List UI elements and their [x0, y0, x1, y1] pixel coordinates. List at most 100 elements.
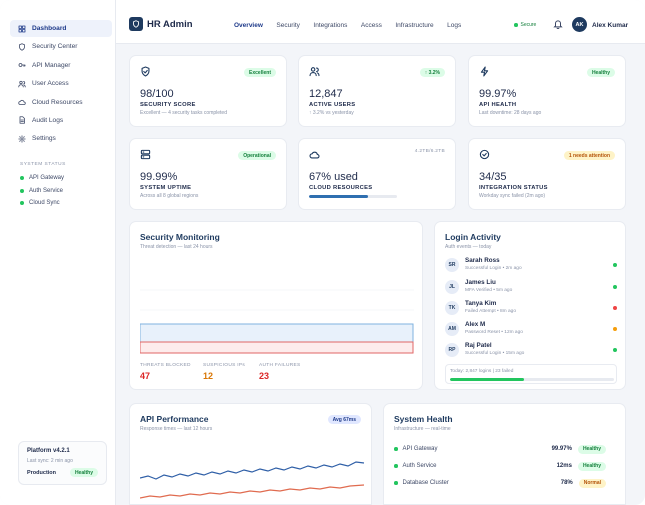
panel-subtitle: Response times — last 12 hours	[140, 426, 213, 432]
target-icon	[479, 149, 493, 163]
sidebar-item-api-manager[interactable]: API Manager	[10, 57, 112, 74]
sidebar-item-label: Audit Logs	[32, 116, 64, 124]
login-row[interactable]: JL James Liu MFA Verified • 5m ago	[445, 278, 617, 298]
system-health-panel: System Health Infrastructure — real-time…	[383, 403, 626, 505]
tab-access[interactable]: Access	[360, 22, 382, 29]
user-name[interactable]: Alex Kumar	[592, 22, 629, 29]
sidebar-item-security-center[interactable]: Security Center	[10, 38, 112, 55]
bolt-icon	[479, 66, 493, 80]
panel-title: Security Monitoring	[140, 232, 220, 242]
sidebar-item-label: Settings	[32, 135, 56, 143]
mini-stat-value: 12	[203, 371, 214, 381]
stat-value: 98/100	[140, 88, 174, 100]
login-activity-panel: Login Activity Auth events — today SR Sa…	[434, 221, 626, 390]
tab-integrations[interactable]: Integrations	[313, 22, 348, 29]
sidebar-item-dashboard[interactable]: Dashboard	[10, 20, 112, 37]
status-badge: Normal	[578, 478, 606, 488]
app-title: HR Admin	[147, 19, 193, 30]
login-event: Successful Login • 2m ago	[465, 266, 522, 271]
status-item-cloud-sync: Cloud Sync	[20, 197, 64, 209]
stat-value: 67% used	[309, 171, 358, 183]
secure-status: Secure	[514, 22, 536, 28]
avatar: RP	[445, 343, 459, 357]
stat-label: SYSTEM UPTIME	[140, 185, 192, 191]
platform-status-badge: Healthy	[69, 468, 98, 477]
api-performance-panel: API Performance Response times — last 12…	[129, 403, 372, 505]
stat-card-security-score[interactable]: Excellent 98/100 SECURITY SCORE Excellen…	[129, 55, 287, 127]
status-badge: Healthy	[577, 461, 606, 471]
panel-title: Login Activity	[445, 232, 501, 242]
status-dot-icon	[613, 327, 617, 331]
summary-text: Today: 2,847 logins | 23 failed	[450, 369, 514, 374]
platform-env: Production	[27, 469, 57, 476]
status-item-api-gateway: API Gateway	[20, 172, 64, 184]
sidebar: Dashboard Security Center API Manager Us…	[0, 0, 116, 505]
stat-label: ACTIVE USERS	[309, 102, 356, 108]
avatar: SR	[445, 258, 459, 272]
tab-overview[interactable]: Overview	[234, 22, 263, 29]
mini-stat-label: AUTH FAILURES	[259, 363, 301, 368]
users-icon	[309, 66, 323, 80]
health-value: 12ms	[556, 463, 572, 469]
avatar: JL	[445, 280, 459, 294]
stat-card-integration-status[interactable]: 1 needs attention 34/35 INTEGRATION STAT…	[468, 138, 626, 210]
stat-sub: ↑ 3.2% vs yesterday	[309, 110, 354, 116]
attention-badge: 1 needs attention	[563, 151, 615, 160]
status-dot-icon	[514, 23, 518, 27]
tab-security[interactable]: Security	[276, 22, 300, 29]
login-row[interactable]: RP Raj Patel Successful Login • 15m ago	[445, 341, 617, 361]
avatar[interactable]: AK	[572, 17, 587, 32]
response-time-chart[interactable]	[140, 454, 365, 504]
stat-value: 99.97%	[479, 88, 517, 100]
suspicious-ips: SUSPICIOUS IPs 12	[203, 363, 245, 381]
sidebar-item-audit-logs[interactable]: Audit Logs	[10, 112, 112, 129]
status-dot-icon	[613, 306, 617, 310]
bell-icon	[553, 20, 563, 30]
login-user: Sarah Ross	[465, 257, 500, 264]
stat-sub: Workday sync failed (2m ago)	[479, 193, 546, 199]
status-badge: Healthy	[577, 444, 606, 454]
login-row[interactable]: TK Tanya Kim Failed Attempt • 8m ago	[445, 299, 617, 319]
status-item-auth-service: Auth Service	[20, 185, 64, 197]
health-row-database-cluster[interactable]: Database Cluster 78% Normal	[394, 477, 606, 489]
panel-subtitle: Auth events — today	[445, 244, 492, 250]
platform-last-sync: Last sync: 2 min ago	[27, 458, 73, 464]
cloud-icon	[309, 149, 323, 163]
gear-icon	[18, 135, 26, 143]
stat-card-cloud-resources[interactable]: 4.2TB/6.2TB 67% used CLOUD RESOURCES	[298, 138, 456, 210]
health-row-auth-service[interactable]: Auth Service 12ms Healthy	[394, 460, 606, 472]
threat-chart[interactable]	[140, 262, 414, 358]
sidebar-item-cloud-resources[interactable]: Cloud Resources	[10, 94, 112, 111]
health-value: 99.97%	[551, 446, 572, 452]
document-icon	[19, 116, 25, 125]
login-row[interactable]: AM Alex M Password Reset • 12m ago	[445, 320, 617, 340]
tab-infrastructure[interactable]: Infrastructure	[395, 22, 434, 29]
panel-subtitle: Infrastructure — real-time	[394, 426, 451, 432]
status-dot-icon	[613, 348, 617, 352]
stat-card-system-uptime[interactable]: Operational 99.99% SYSTEM UPTIME Across …	[129, 138, 287, 210]
tab-logs[interactable]: Logs	[447, 22, 462, 29]
login-event: Failed Attempt • 8m ago	[465, 309, 517, 314]
stat-card-api-health[interactable]: Healthy 99.97% API HEALTH Last downtime:…	[468, 55, 626, 127]
notifications-button[interactable]	[553, 19, 563, 30]
health-row-api-gateway[interactable]: API Gateway 99.97% Healthy	[394, 443, 606, 455]
system-status-list: API Gateway Auth Service Cloud Sync	[20, 172, 64, 210]
stat-card-active-users[interactable]: ↑ 3.2% 12,847 ACTIVE USERS ↑ 3.2% vs yes…	[298, 55, 456, 127]
error-rate-line	[140, 484, 365, 499]
login-row[interactable]: SR Sarah Ross Successful Login • 2m ago	[445, 256, 617, 276]
status-badge: Healthy	[586, 68, 615, 77]
key-icon	[18, 63, 26, 68]
sidebar-item-settings[interactable]: Settings	[10, 130, 112, 147]
auth-failures: AUTH FAILURES 23	[259, 363, 300, 381]
top-header: HR Admin Overview Security Integrations …	[116, 0, 645, 44]
sidebar-item-label: Dashboard	[32, 25, 67, 32]
status-label: Cloud Sync	[29, 200, 60, 206]
grid-icon	[18, 25, 26, 32]
sidebar-item-user-access[interactable]: User Access	[10, 75, 112, 92]
app-logo[interactable]	[129, 17, 143, 31]
mini-stat-value: 23	[259, 371, 270, 381]
stat-label: INTEGRATION STATUS	[479, 185, 548, 191]
top-nav: Overview Security Integrations Access In…	[234, 22, 475, 29]
storage-usage: 4.2TB/6.2TB	[414, 149, 445, 154]
threats-blocked: THREATS BLOCKED 47	[140, 363, 191, 381]
